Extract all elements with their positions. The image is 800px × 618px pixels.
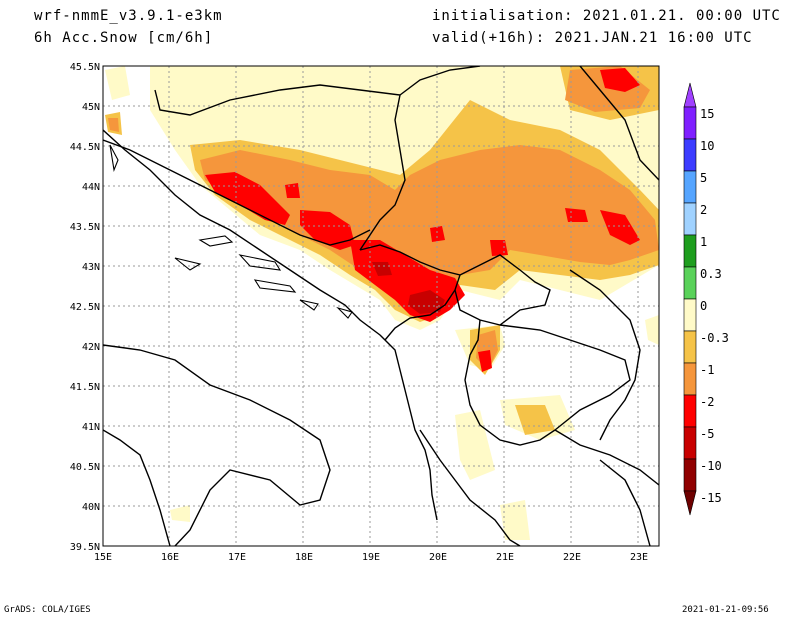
lat-tick-label: 40.5N xyxy=(70,462,100,473)
lon-tick-label: 23E xyxy=(630,552,648,563)
model-title: wrf-nmmE_v3.9.1-e3km xyxy=(34,8,223,24)
lon-tick-label: 22E xyxy=(563,552,581,563)
snow-area-red xyxy=(600,210,640,245)
colorbar-label: 0 xyxy=(700,299,707,313)
colorbar-label: -2 xyxy=(700,395,714,409)
colorbar-label: 15 xyxy=(700,107,714,121)
lat-tick-label: 42N xyxy=(82,342,100,353)
snow-area-red xyxy=(565,208,588,222)
lat-tick-label: 43N xyxy=(82,262,100,273)
snow-area-red xyxy=(478,350,492,372)
colorbar-label: -10 xyxy=(700,459,722,473)
colorbar-label: 5 xyxy=(700,171,707,185)
snow-area-orange xyxy=(108,118,119,132)
kosovo-border xyxy=(454,254,551,326)
colorbar-label: 0.3 xyxy=(700,267,722,281)
snow-area-light xyxy=(455,410,495,480)
colorbar-segment xyxy=(683,234,697,268)
colorbar-segment xyxy=(683,298,697,332)
lat-tick-label: 41N xyxy=(82,422,100,433)
snow-area-yellow xyxy=(515,405,555,435)
greece-coast xyxy=(419,429,521,546)
snow-area-light xyxy=(170,505,190,522)
colorbar-label: 10 xyxy=(700,139,714,153)
greece-coast2 xyxy=(599,459,651,546)
colorbar-segment xyxy=(683,330,697,364)
colorbar-label: -1 xyxy=(700,363,714,377)
romania-border xyxy=(579,66,659,181)
lon-tick-label: 16E xyxy=(161,552,179,563)
colorbar: 15 10 5 2 1 0.3 0 -0.3 -1 -2 -5 -10 -15 xyxy=(683,82,729,516)
colorbar-segment xyxy=(683,170,697,204)
adriatic-east-coast xyxy=(103,129,438,521)
lat-tick-label: 42.5N xyxy=(70,302,100,313)
snow-area-light xyxy=(500,500,530,540)
footer-credit: GrADS: COLA/IGES xyxy=(4,605,91,615)
lat-tick-label: 45.5N xyxy=(70,62,100,73)
snow-area-red xyxy=(205,172,290,225)
colorbar-segment xyxy=(683,138,697,172)
lat-tick-labels: 45.5N 45N 44.5N 44N 43.5N 43N 42.5N 42N 41.5N 41N… xyxy=(70,62,100,553)
lon-tick-label: 19E xyxy=(362,552,380,563)
colorbar-label: -0.3 xyxy=(700,331,729,345)
lat-tick-label: 40N xyxy=(82,502,100,513)
colorbar-label: -5 xyxy=(700,427,714,441)
colorbar-bottom-arrow xyxy=(683,490,697,516)
precip-layer xyxy=(105,66,659,540)
lat-tick-label: 44.5N xyxy=(70,142,100,153)
footer-timestamp: 2021-01-21-09:56 xyxy=(682,605,769,615)
lon-tick-label: 18E xyxy=(295,552,313,563)
colorbar-top-arrow xyxy=(683,82,697,108)
lat-tick-label: 39.5N xyxy=(70,542,100,553)
colorbar-segment xyxy=(683,106,697,140)
snow-area-red xyxy=(600,68,640,92)
colorbar-segment xyxy=(683,266,697,300)
macedonia-border xyxy=(499,324,631,431)
init-time: initialisation: 2021.01.21. 00:00 UTC xyxy=(432,8,781,24)
coastlines-borders xyxy=(103,66,659,546)
lat-tick-label: 41.5N xyxy=(70,382,100,393)
lat-tick-label: 45N xyxy=(82,102,100,113)
snow-area-red xyxy=(490,240,508,256)
field-title: 6h Acc.Snow [cm/6h] xyxy=(34,30,214,46)
bulgaria-border xyxy=(569,269,641,441)
colorbar-segment xyxy=(683,362,697,396)
serbia-border xyxy=(399,66,481,96)
snow-area-red xyxy=(300,210,355,250)
lon-tick-label: 15E xyxy=(94,552,112,563)
heel-coast xyxy=(103,429,171,546)
colorbar-segment xyxy=(683,394,697,428)
croatia-border xyxy=(103,139,371,246)
lat-tick-label: 43.5N xyxy=(70,222,100,233)
colorbar-label: 1 xyxy=(700,235,707,249)
montenegro-border xyxy=(359,244,461,341)
snow-area-light xyxy=(105,66,130,100)
colorbar-segment xyxy=(683,202,697,236)
snow-area-darkred xyxy=(408,290,445,314)
colorbar-label: 2 xyxy=(700,203,707,217)
lon-tick-label: 20E xyxy=(429,552,447,563)
grid-lines xyxy=(103,66,659,546)
italy-coast xyxy=(103,344,331,546)
snow-area-light xyxy=(645,315,659,345)
lon-tick-label: 17E xyxy=(228,552,246,563)
colorbar-segment xyxy=(683,458,697,492)
snow-area-red xyxy=(430,226,445,242)
lon-tick-labels: 15E 16E 17E 18E 19E 20E 21E 22E 23E xyxy=(94,552,648,563)
snow-area-darkred xyxy=(372,262,392,276)
lat-tick-label: 44N xyxy=(82,182,100,193)
lon-tick-label: 21E xyxy=(496,552,514,563)
map-frame xyxy=(102,65,660,547)
colorbar-segment xyxy=(683,426,697,460)
snow-area-red xyxy=(285,183,300,198)
greece-border xyxy=(554,429,659,486)
albania-macedonia-border xyxy=(464,319,556,446)
valid-time: valid(+16h): 2021.JAN.21 16:00 UTC xyxy=(432,30,753,46)
colorbar-label: -15 xyxy=(700,491,722,505)
islands xyxy=(109,144,353,319)
